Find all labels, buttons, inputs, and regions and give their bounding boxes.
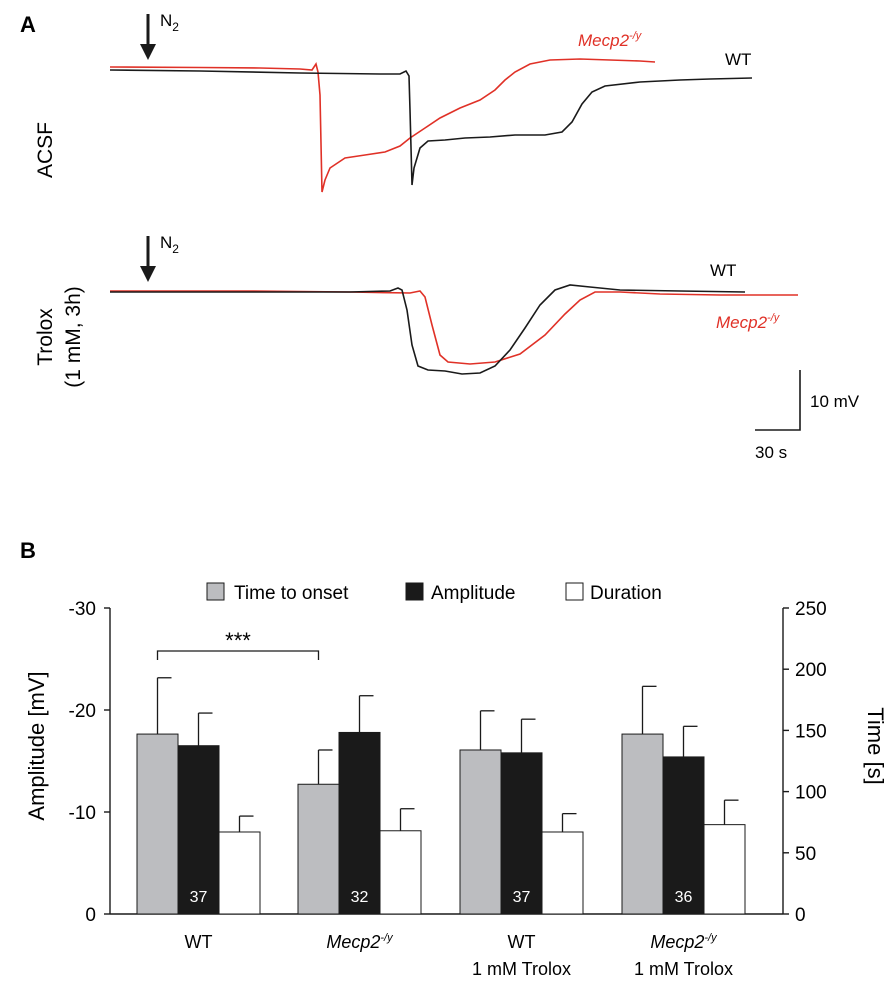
x-label-name: WT — [508, 932, 536, 952]
x-label-group: Mecp2-/y — [650, 932, 718, 952]
left-tick-label: 0 — [85, 905, 96, 926]
scale-bar-time: 30 s — [755, 443, 787, 462]
trolox-row-label-2: (1 mM, 3h) — [62, 286, 85, 388]
trolox-mecp2-trace — [110, 290, 798, 365]
acsf-row-label: ACSF — [34, 122, 57, 178]
amplitude-bar — [177, 745, 220, 915]
x-label-group: WT — [185, 932, 213, 952]
duration-bar — [218, 831, 261, 915]
legend-amplitude-swatch — [405, 582, 424, 601]
right-tick-label: 200 — [795, 660, 827, 681]
onset-bar — [297, 783, 340, 915]
duration-bar — [703, 824, 746, 915]
legend-duration-swatch — [565, 582, 584, 601]
significance-bracket: *** — [156, 628, 320, 660]
scale-bar-voltage: 10 mV — [810, 392, 860, 411]
acsf-mecp2-trace — [109, 58, 656, 193]
right-axis-ticks: 250 200 150 100 50 0 — [783, 599, 827, 926]
trolox-stimulus-marker: N2 — [140, 233, 179, 282]
right-tick-label: 150 — [795, 721, 827, 742]
right-tick-label: 0 — [795, 905, 806, 926]
x-label-treatment: 1 mM Trolox — [634, 959, 733, 979]
onset-bar — [136, 733, 179, 915]
left-axis-ticks: -30 -20 -10 0 — [69, 599, 110, 926]
acsf-arrow-head — [140, 44, 156, 60]
right-tick-label: 250 — [795, 599, 827, 620]
acsf-mecp2-label: Mecp2-/y — [578, 30, 643, 50]
x-label-superscript: -/y — [380, 932, 394, 944]
left-tick-label: -30 — [69, 599, 96, 620]
acsf-stimulus-marker: N2 — [140, 11, 179, 60]
significance-bracket-line — [156, 650, 320, 660]
legend-onset-label: Time to onset — [234, 583, 349, 604]
x-label-treatment: 1 mM Trolox — [472, 959, 571, 979]
bars: 37 32 37 36 — [136, 677, 746, 915]
acsf-stimulus-label: N2 — [160, 11, 179, 34]
trolox-arrow-head — [140, 266, 156, 282]
significance-label: *** — [225, 628, 251, 653]
onset-bar — [621, 733, 664, 915]
right-tick-label: 100 — [795, 783, 827, 804]
trolox-wt-trace — [110, 284, 746, 375]
x-label-group: Mecp2-/y — [326, 932, 394, 952]
trolox-wt-label: WT — [710, 261, 736, 280]
acsf-wt-trace — [109, 69, 753, 186]
n-count-label: 37 — [513, 889, 531, 906]
panel-b: B Time to onset Amplitude Duration Ampli… — [20, 538, 888, 979]
panel-a-label: A — [20, 12, 36, 37]
onset-bar — [459, 749, 502, 915]
n-count-label: 37 — [190, 889, 208, 906]
n-count-label: 36 — [675, 889, 693, 906]
amplitude-bar — [662, 756, 705, 915]
x-label-name: Mecp2 — [326, 932, 380, 952]
left-tick-label: -20 — [69, 701, 96, 722]
acsf-wt-label: WT — [725, 50, 751, 69]
legend-duration-label: Duration — [590, 583, 662, 604]
duration-bar — [379, 830, 422, 915]
amplitude-bar — [500, 752, 543, 915]
right-tick-label: 50 — [795, 844, 816, 865]
left-tick-label: -10 — [69, 803, 96, 824]
legend-amplitude-label: Amplitude — [431, 583, 516, 604]
left-axis-title: Amplitude [mV] — [24, 671, 49, 820]
amplitude-bar — [338, 731, 381, 915]
legend-onset-swatch — [206, 582, 225, 601]
x-label-superscript: -/y — [704, 932, 718, 944]
legend: Time to onset Amplitude Duration — [206, 582, 662, 604]
trolox-mecp2-label: Mecp2-/y — [716, 312, 781, 332]
scale-bar-lines — [755, 370, 801, 431]
x-label-name: WT — [185, 932, 213, 952]
trolox-stimulus-label: N2 — [160, 233, 179, 256]
scale-bar: 10 mV 30 s — [755, 370, 860, 462]
panel-a: A ACSF N2 Mecp2-/y WT Trolox (1 mM, 3h) … — [20, 11, 860, 462]
x-label-group: WT — [508, 932, 536, 952]
n-count-label: 32 — [351, 889, 369, 906]
duration-bar — [541, 831, 584, 915]
trolox-row-label-1: Trolox — [34, 308, 57, 366]
right-axis-title: Time [s] — [863, 707, 888, 784]
x-label-name: Mecp2 — [650, 932, 704, 952]
panel-b-label: B — [20, 538, 36, 563]
